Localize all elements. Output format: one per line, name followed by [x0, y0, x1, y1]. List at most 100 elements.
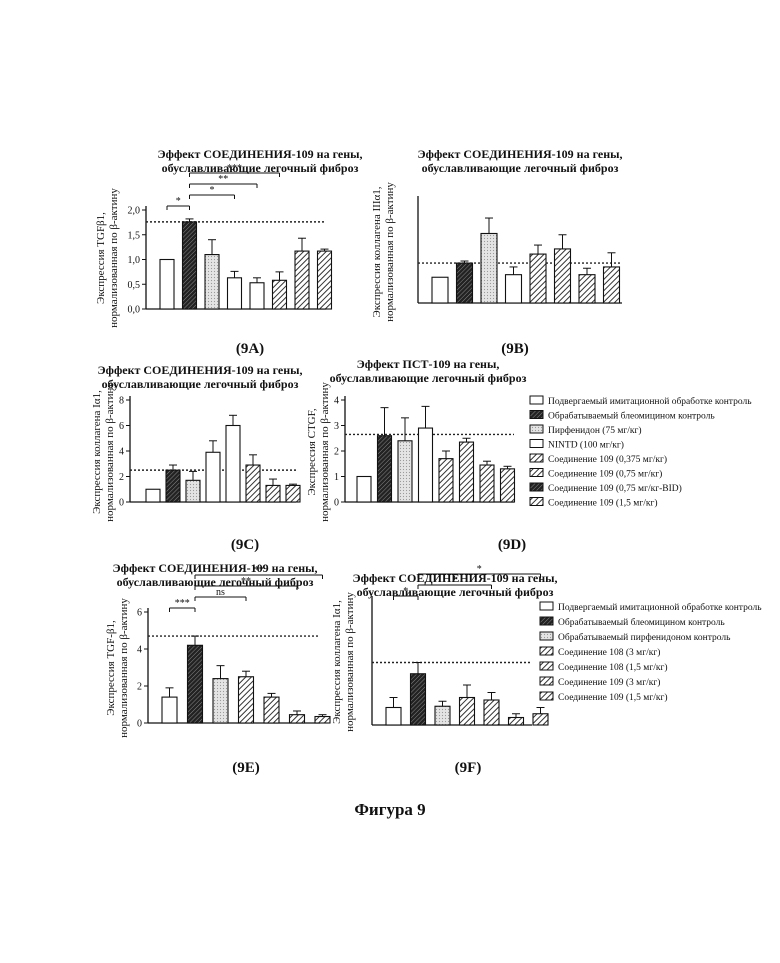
bar	[186, 480, 200, 502]
y-tick-label: 8	[119, 396, 124, 407]
bar	[378, 436, 392, 502]
legend-swatch	[540, 632, 553, 640]
bar	[501, 469, 515, 502]
y-tick-label: 1	[334, 472, 339, 483]
legend-swatch	[530, 469, 543, 477]
y-tick-label: 1,5	[128, 230, 141, 241]
bar	[206, 452, 220, 502]
y-axis-label: Экспрессия CTGF,	[306, 408, 318, 495]
y-tick-label: 2,0	[128, 206, 141, 217]
figure-caption: Фигура 9	[354, 800, 425, 819]
bar	[239, 677, 254, 723]
y-axis-label: Экспрессия TGF-β1,	[105, 620, 117, 716]
legend-label: Обрабатываемый блеомицином контроль	[548, 411, 715, 422]
significance-label: *	[452, 575, 457, 586]
y-tick-label: 0,5	[128, 280, 141, 291]
y-tick-label: 0,0	[128, 305, 141, 316]
legend-swatch	[530, 483, 543, 491]
charts-layer: Эффект СОЕДИНЕНИЯ-109 на гены, обуславлив…	[91, 147, 762, 776]
significance-label: *	[176, 196, 181, 207]
y-axis-label: нормализованная по β-актину	[319, 382, 331, 522]
significance-label: **	[218, 174, 228, 185]
legend-label: Соединение 108 (3 мг/кг)	[558, 647, 660, 658]
y-tick-label: 3	[334, 421, 339, 432]
bar	[480, 465, 494, 502]
significance-label: *	[477, 564, 482, 575]
bar	[432, 277, 448, 303]
legend-swatch	[540, 662, 553, 670]
bar	[205, 255, 219, 309]
panel-label: (9D)	[498, 537, 526, 553]
chart-panel-9f: Эффект СОЕДИНЕНИЯ-109 на гены,обуславлив…	[331, 564, 762, 776]
bar	[228, 278, 242, 309]
legend-label: Подвергаемый имитационной обработке конт…	[548, 396, 752, 407]
legend-label: Соединение 109 (3 мг/кг)	[558, 677, 660, 688]
legend-label: Подвергаемый имитационной обработке конт…	[558, 602, 762, 613]
y-tick-label: 1,0	[128, 255, 141, 266]
bar	[439, 459, 453, 502]
legend-label: Соединение 109 (0,375 мг/кг)	[548, 454, 667, 465]
y-tick-label: 0	[137, 719, 142, 730]
y-axis-label: нормализованная по β-актину	[118, 598, 130, 738]
y-tick-label: 6	[119, 421, 124, 432]
bar	[246, 465, 260, 502]
legend-swatch	[530, 411, 543, 419]
bar	[286, 485, 300, 502]
bar	[460, 442, 474, 502]
bar	[419, 428, 433, 502]
y-axis-label: Экспрессия TGFβ1,	[95, 212, 107, 304]
chart-title: обуславливающие легочный фиброз	[330, 371, 527, 385]
bar	[266, 485, 280, 502]
bar	[398, 441, 412, 502]
bar	[533, 714, 548, 725]
legend-label: Соединение 109 (0,75 мг/кг-BID)	[548, 483, 682, 494]
legend-swatch	[540, 692, 553, 700]
legend-label: Соединение 108 (1,5 мг/кг)	[558, 662, 668, 673]
bar	[188, 645, 203, 723]
bar	[183, 222, 197, 309]
legend-swatch	[540, 602, 553, 610]
significance-label: **	[254, 565, 264, 576]
chart-title: Эффект СОЕДИНЕНИЯ-109 на гены,	[98, 363, 303, 377]
chart-panel-9d: Эффект ПСТ-109 на гены,обуславливающие л…	[306, 357, 752, 553]
bar	[411, 674, 426, 725]
y-tick-label: 2	[119, 472, 124, 483]
bar	[481, 233, 497, 303]
y-axis-label: нормализованная по β-актину	[108, 188, 120, 328]
y-tick-label: 6	[137, 608, 142, 619]
bar	[457, 263, 473, 303]
significance-label: **	[241, 576, 251, 587]
chart-title: Эффект СОЕДИНЕНИЯ-109 на гены,	[113, 561, 318, 575]
legend-swatch	[530, 396, 543, 404]
significance-label: *	[403, 586, 408, 597]
y-axis-label: Экспрессия коллагена Iα1,	[331, 600, 343, 724]
legend-swatch	[530, 498, 543, 506]
legend-swatch	[540, 677, 553, 685]
chart-title: Эффект СОЕДИНЕНИЯ-109 на гены,	[418, 147, 623, 161]
bar	[315, 717, 330, 723]
y-tick-label: 4	[334, 396, 339, 407]
legend-swatch	[530, 440, 543, 448]
bar	[160, 260, 174, 310]
y-tick-label: 0	[334, 498, 339, 509]
legend-label: Обрабатываемый пирфенидоном контроль	[558, 632, 731, 643]
bar	[264, 697, 279, 723]
panel-label: (9A)	[236, 341, 264, 357]
bar	[318, 251, 332, 309]
bar	[226, 426, 240, 503]
bar	[579, 275, 595, 303]
y-tick-label: 2	[137, 682, 142, 693]
bar	[162, 697, 177, 723]
bar	[273, 280, 287, 309]
bar	[357, 477, 371, 503]
legend-label: Соединение 109 (1,5 мг/кг)	[548, 498, 658, 509]
y-tick-label: 2	[334, 447, 339, 458]
bar	[290, 715, 305, 723]
y-tick-label: 4	[119, 447, 124, 458]
bar	[146, 489, 160, 502]
y-tick-label: 4	[137, 645, 142, 656]
bar	[484, 700, 499, 725]
panel-label: (9F)	[455, 760, 482, 776]
legend-swatch	[540, 617, 553, 625]
legend-label: Обрабатываемый блеомицином контроль	[558, 617, 725, 628]
